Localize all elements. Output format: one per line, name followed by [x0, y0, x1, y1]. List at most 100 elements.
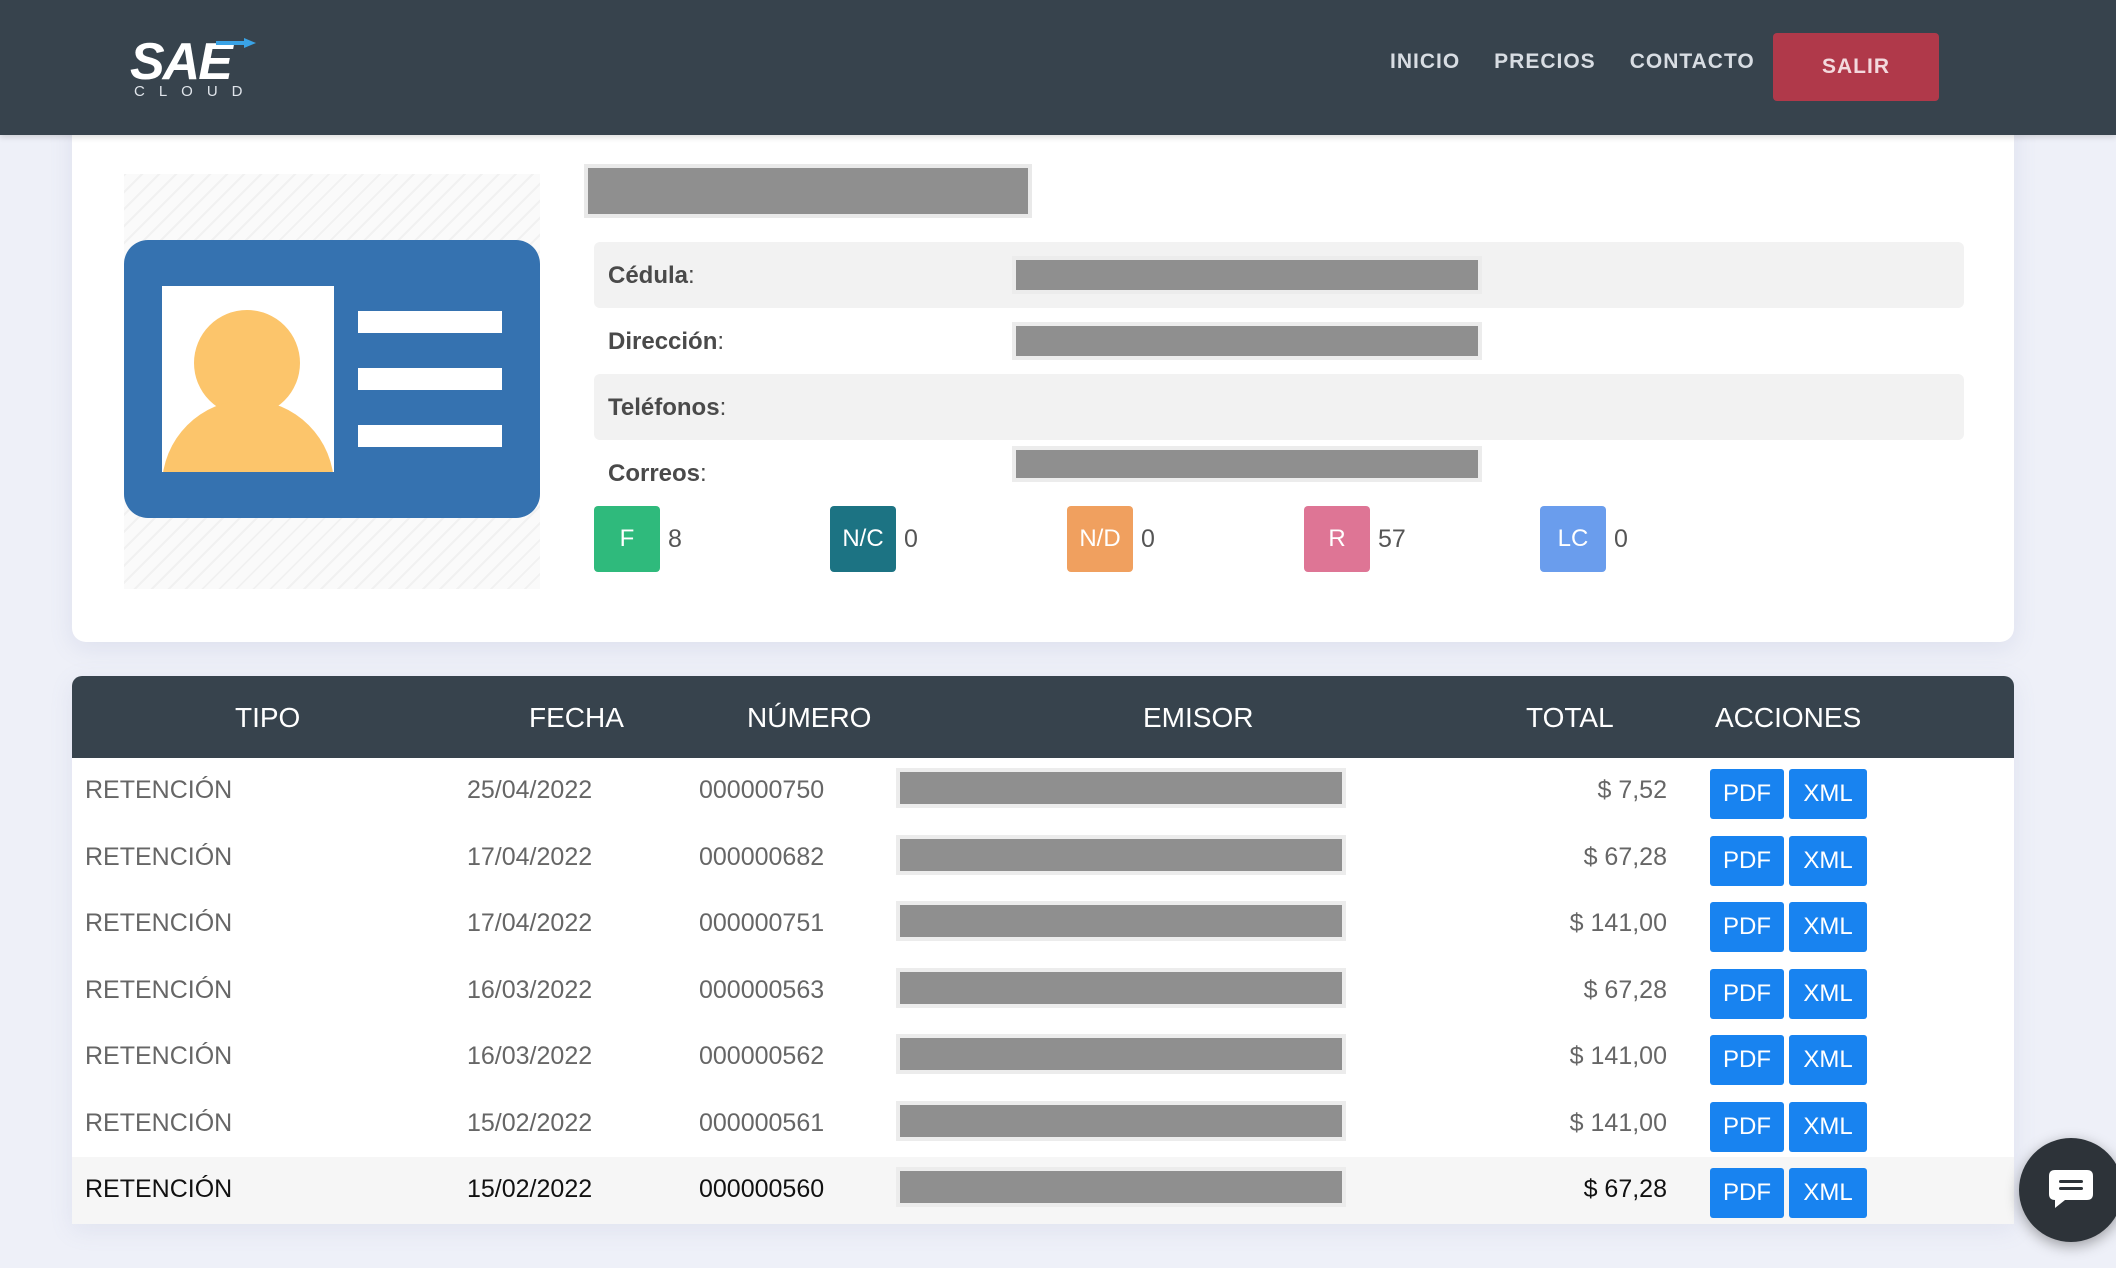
cell-fecha: 17/04/2022 — [467, 909, 593, 937]
profile-card: Cédula: Dirección: Teléfonos: Correos: F… — [72, 110, 2014, 642]
top-navbar: SAE CLOUD INICIO PRECIOS CONTACTO SALIR — [0, 0, 2116, 135]
cell-tipo: RETENCIÓN — [85, 842, 233, 871]
cell-numero: 000000560 — [699, 1175, 825, 1203]
id-card-icon — [124, 240, 540, 518]
counter-value: 0 — [1614, 524, 1628, 553]
pdf-button[interactable]: PDF — [1710, 835, 1784, 886]
counter-f[interactable]: F 8 — [594, 506, 682, 572]
cell-numero: 000000562 — [699, 1042, 825, 1070]
field-label: Teléfonos — [608, 394, 720, 421]
redacted-emisor — [896, 901, 1346, 941]
cell-tipo: RETENCIÓN — [85, 1175, 233, 1203]
cell-total: $ 141,00 — [1569, 909, 1667, 937]
nav-link-precios[interactable]: PRECIOS — [1494, 50, 1596, 73]
cell-total: $ 67,28 — [1583, 975, 1667, 1004]
cell-numero: 000000750 — [699, 776, 825, 804]
chat-bubble-icon — [2049, 1170, 2093, 1208]
redacted-emisor — [896, 834, 1346, 875]
logout-button[interactable]: SALIR — [1773, 33, 1939, 101]
field-label: Correos — [608, 460, 701, 487]
counter-nc[interactable]: N/C 0 — [830, 506, 918, 572]
table-row[interactable]: RETENCIÓN 15/02/2022 000000560 $ 67,28 PDF XM… — [72, 1157, 2014, 1224]
cell-total: $ 141,00 — [1569, 1042, 1667, 1070]
table-row[interactable]: RETENCIÓN 16/03/2022 000000562 $ 141,00 PDF X… — [72, 1024, 2014, 1091]
cell-tipo: RETENCIÓN — [85, 1108, 233, 1137]
avatar — [124, 174, 540, 589]
xml-button[interactable]: XML — [1789, 968, 1867, 1019]
counter-r[interactable]: R 57 — [1304, 506, 1406, 572]
redacted-emisor — [896, 1100, 1346, 1141]
chat-button[interactable] — [2019, 1138, 2116, 1242]
pdf-button[interactable]: PDF — [1710, 1168, 1784, 1218]
redacted-value — [1012, 256, 1482, 294]
cell-tipo: RETENCIÓN — [85, 975, 233, 1004]
cell-fecha: 17/04/2022 — [467, 842, 593, 871]
header-numero[interactable]: NÚMERO — [747, 702, 872, 733]
table-row[interactable]: RETENCIÓN 25/04/2022 000000750 $ 7,52 PDF XML — [72, 758, 2014, 825]
pdf-button[interactable]: PDF — [1710, 1101, 1784, 1152]
redacted-value — [1012, 322, 1482, 360]
field-label: Dirección — [608, 328, 718, 355]
xml-button[interactable]: XML — [1789, 769, 1867, 819]
redacted-emisor — [896, 768, 1346, 808]
document-counters: F 8 N/C 0 N/D 0 R 57 LC 0 — [594, 506, 1894, 572]
table-row[interactable]: RETENCIÓN 15/02/2022 000000561 $ 141,00 PDF X… — [72, 1091, 2014, 1158]
info-row-direccion: Dirección: — [594, 308, 1964, 374]
header-fecha[interactable]: FECHA — [529, 702, 624, 733]
table-header: TIPO FECHA NÚMERO EMISOR TOTAL ACCIONES — [72, 676, 2014, 758]
cell-fecha: 25/04/2022 — [467, 776, 593, 804]
info-row-telefonos: Teléfonos: — [594, 374, 1964, 440]
header-total[interactable]: TOTAL — [1526, 702, 1614, 733]
table-row[interactable]: RETENCIÓN 17/04/2022 000000682 $ 67,28 PDF XM… — [72, 825, 2014, 892]
header-acciones: ACCIONES — [1715, 702, 1862, 733]
cell-fecha: 16/03/2022 — [467, 1042, 593, 1070]
info-row-correos: Correos: — [594, 440, 1964, 506]
counter-badge: R — [1304, 506, 1370, 572]
xml-button[interactable]: XML — [1789, 1101, 1867, 1152]
logo-text: SAE — [130, 33, 233, 91]
pdf-button[interactable]: PDF — [1710, 1035, 1784, 1085]
counter-value: 0 — [904, 524, 918, 553]
cell-numero: 000000563 — [699, 975, 825, 1004]
table-row[interactable]: RETENCIÓN 16/03/2022 000000563 $ 67,28 PDF XM… — [72, 958, 2014, 1025]
xml-button[interactable]: XML — [1789, 1168, 1867, 1218]
counter-badge: LC — [1540, 506, 1606, 572]
counter-lc[interactable]: LC 0 — [1540, 506, 1628, 572]
nav-link-inicio[interactable]: INICIO — [1390, 50, 1461, 73]
table-body: RETENCIÓN 25/04/2022 000000750 $ 7,52 PDF XML… — [72, 758, 2014, 1224]
field-label: Cédula — [608, 262, 689, 289]
logo-subtext: CLOUD — [134, 83, 257, 100]
xml-button[interactable]: XML — [1789, 902, 1867, 952]
documents-table: TIPO FECHA NÚMERO EMISOR TOTAL ACCIONES … — [72, 676, 2014, 1224]
cell-numero: 000000682 — [699, 842, 825, 871]
cell-total: $ 141,00 — [1569, 1108, 1667, 1137]
redacted-name — [584, 164, 1032, 218]
redacted-emisor — [896, 1034, 1346, 1074]
counter-badge: N/D — [1067, 506, 1133, 572]
cell-tipo: RETENCIÓN — [85, 909, 233, 937]
profile-info: Cédula: Dirección: Teléfonos: Correos: — [594, 242, 1964, 506]
pdf-button[interactable]: PDF — [1710, 902, 1784, 952]
header-emisor[interactable]: EMISOR — [1143, 702, 1254, 733]
person-icon — [162, 286, 334, 472]
cell-tipo: RETENCIÓN — [85, 1042, 233, 1070]
cell-numero: 000000561 — [699, 1108, 825, 1137]
xml-button[interactable]: XML — [1789, 1035, 1867, 1085]
xml-button[interactable]: XML — [1789, 835, 1867, 886]
logo-arrow-icon — [216, 38, 256, 48]
redacted-emisor — [896, 967, 1346, 1008]
header-tipo[interactable]: TIPO — [235, 702, 301, 733]
pdf-button[interactable]: PDF — [1710, 769, 1784, 819]
nav-link-contacto[interactable]: CONTACTO — [1629, 50, 1755, 73]
counter-nd[interactable]: N/D 0 — [1067, 506, 1155, 572]
table-row[interactable]: RETENCIÓN 17/04/2022 000000751 $ 141,00 PDF X… — [72, 891, 2014, 958]
cell-fecha: 15/02/2022 — [467, 1175, 593, 1203]
sae-cloud-logo[interactable]: SAE CLOUD — [130, 34, 260, 100]
counter-value: 57 — [1378, 524, 1406, 553]
pdf-button[interactable]: PDF — [1710, 968, 1784, 1019]
redacted-emisor — [896, 1167, 1346, 1207]
cell-tipo: RETENCIÓN — [85, 776, 233, 804]
cell-total: $ 7,52 — [1597, 776, 1667, 804]
counter-badge: N/C — [830, 506, 896, 572]
counter-value: 0 — [1141, 524, 1155, 553]
